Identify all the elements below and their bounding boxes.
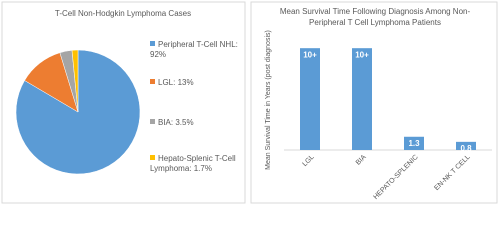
data-label: 10+ (303, 50, 317, 59)
legend-entry: Peripheral T-Cell NHL: 92% (150, 40, 238, 60)
legend-swatch (150, 119, 155, 124)
data-label: 1.3 (408, 139, 420, 148)
legend-label: BIA: 3.5% (158, 118, 194, 127)
charts: T-Cell Non-Hodgkin Lymphoma Cases Mean S… (1, 1, 498, 204)
bar (352, 48, 372, 150)
legend-entry: LGL: 13% (150, 78, 238, 88)
legend-label: Peripheral T-Cell NHL: 92% (150, 40, 238, 59)
title-box: Mean Survival Time Following Diagnosis A… (279, 7, 471, 27)
legend-entry: Hepato-Splenic T-Cell Lymphoma: 1.7% (150, 154, 238, 174)
legend-swatch (150, 41, 155, 46)
chart-title: T-Cell Non-Hodgkin Lymphoma Cases (55, 9, 191, 18)
data-label: 10+ (355, 50, 369, 59)
bar (404, 136, 424, 150)
chart-title: Mean Survival Time Following Diagnosis A… (279, 7, 471, 27)
y-axis-label: Mean Survival Time in Years (post diagno… (265, 30, 272, 170)
page: T-Cell Non-Hodgkin Lymphoma Cases Mean S… (1, 1, 498, 204)
legend-entry: BIA: 3.5% (150, 118, 238, 128)
legend-swatch (150, 79, 155, 84)
bar (456, 141, 476, 150)
bar (300, 48, 320, 150)
legend-label: LGL: 13% (158, 78, 194, 87)
legend-label: Hepato-Splenic T-Cell Lymphoma: 1.7% (150, 154, 236, 173)
right-panel (250, 1, 498, 204)
legend-swatch (150, 155, 155, 160)
data-label: 0.8 (460, 144, 472, 153)
pie-slice (71, 49, 79, 113)
